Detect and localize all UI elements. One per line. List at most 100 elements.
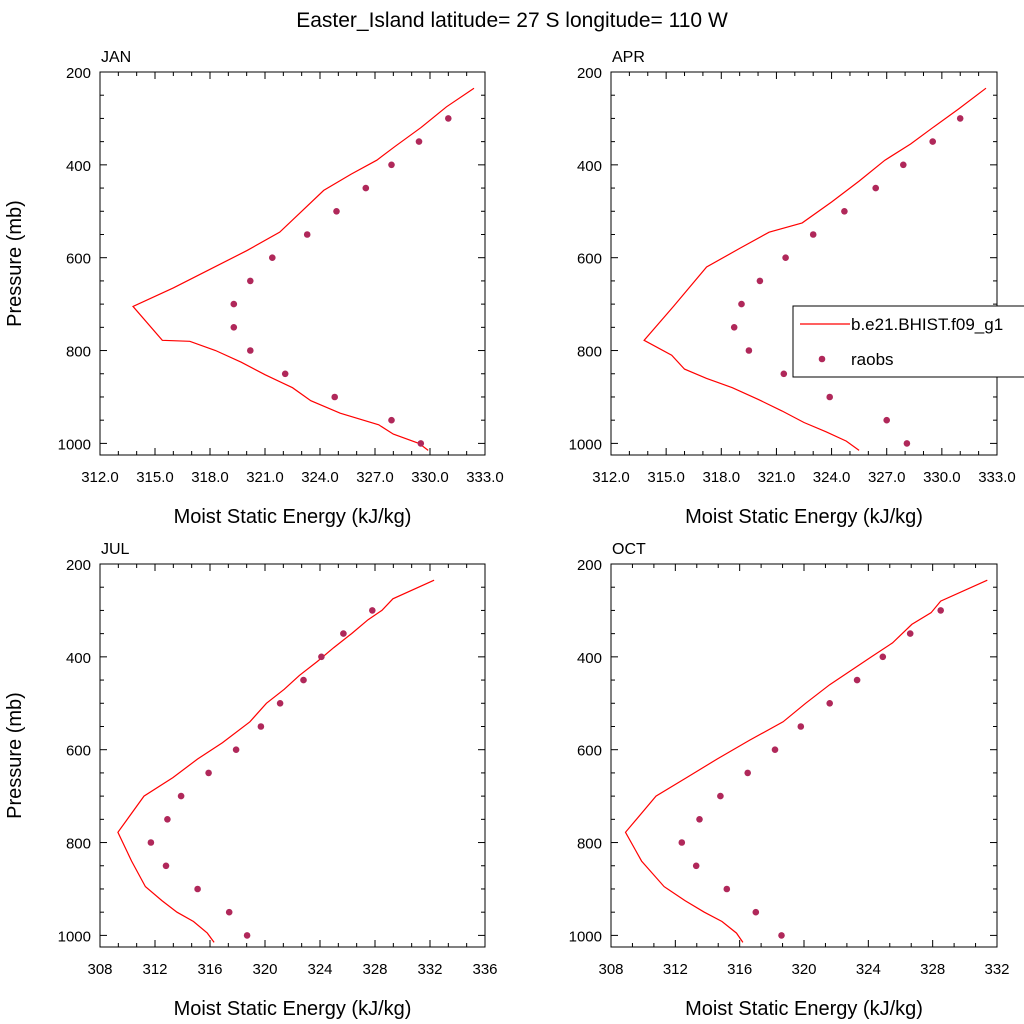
y-tick-label: 400	[66, 650, 91, 667]
y-tick-label: 200	[66, 557, 91, 574]
model-series-line	[643, 87, 987, 451]
x-axis-label: Moist Static Energy (kJ/kg)	[685, 506, 923, 528]
x-tick-label: 324	[307, 961, 332, 978]
raobs-point	[782, 254, 789, 261]
x-axis-label: Moist Static Energy (kJ/kg)	[174, 506, 412, 528]
y-tick-label: 400	[577, 650, 602, 667]
x-tick-label: 320	[791, 961, 816, 978]
model-series-line	[132, 87, 475, 451]
x-tick-label: 336	[472, 961, 497, 978]
raobs-point	[318, 653, 325, 661]
x-tick-label: 332	[984, 961, 1009, 978]
raobs-point	[230, 324, 238, 331]
y-tick-label: 200	[66, 65, 91, 82]
raobs-point	[194, 885, 201, 893]
raobs-point	[745, 347, 753, 354]
x-tick-label: 324.0	[301, 469, 339, 486]
x-tick-label: 312.0	[81, 469, 119, 486]
panel-month-label: JAN	[101, 49, 131, 66]
raobs-point	[415, 138, 423, 145]
raobs-point	[879, 653, 887, 661]
panel-month-label: OCT	[612, 541, 646, 558]
raobs-point	[164, 816, 171, 823]
panels: 312.0 315.0 318.0 321.0 324.0 327.0 330.0 333.0…	[4, 49, 1016, 1020]
y-tick-label: 600	[577, 743, 602, 760]
x-tick-label: 315.0	[136, 469, 174, 486]
y-tick-label: 400	[66, 158, 91, 175]
raobs-point	[956, 115, 964, 122]
x-tick-label: 321.0	[246, 469, 284, 486]
raobs-point	[717, 792, 724, 800]
raobs-point	[883, 416, 890, 424]
raobs-point	[303, 231, 311, 238]
x-tick-label: 328	[920, 961, 945, 978]
raobs-point	[331, 393, 339, 401]
y-tick-label: 800	[66, 836, 91, 853]
raobs-point	[417, 440, 425, 447]
x-tick-label: 328	[362, 961, 387, 978]
raobs-point	[692, 862, 700, 870]
raobs-point	[937, 607, 944, 614]
x-tick-label: 324	[856, 961, 881, 978]
raobs-point	[738, 300, 745, 308]
x-tick-label: 330.0	[923, 469, 961, 486]
raobs-point	[797, 723, 805, 730]
x-axis-label: Moist Static Energy (kJ/kg)	[685, 998, 923, 1020]
legend: b.e21.BHIST.f09_g1 raobs	[792, 305, 1024, 378]
raobs-point	[744, 769, 751, 777]
y-tick-label: 800	[66, 344, 91, 361]
x-tick-label: 321.0	[758, 469, 796, 486]
panel-month-label: JUL	[101, 541, 130, 558]
x-tick-label: 308	[87, 961, 112, 978]
raobs-point	[333, 208, 340, 215]
x-tick-label: 333.0	[978, 469, 1016, 486]
panel-month-label: APR	[612, 49, 645, 66]
plot-frame	[99, 563, 486, 948]
raobs-point	[162, 862, 170, 870]
raobs-point	[147, 839, 155, 846]
raobs-point	[230, 300, 238, 308]
legend-model-label: b.e21.BHIST.f09_g1	[851, 315, 1003, 334]
x-tick-label: 318.0	[703, 469, 741, 486]
raobs-point	[752, 908, 760, 916]
raobs-point	[826, 700, 833, 707]
raobs-point	[900, 161, 907, 169]
y-tick-label: 1000	[569, 928, 602, 945]
raobs-point	[340, 630, 347, 637]
raobs-point	[225, 908, 233, 916]
model-series-line	[117, 579, 435, 943]
panel-oct: 308 312 316 320 324 328 332 200 400 600 800 1000 OCT…	[569, 541, 1010, 1020]
x-tick-label: 330.0	[411, 469, 449, 486]
figure-title: Easter_Island latitude= 27 S longitude= …	[296, 9, 728, 32]
raobs-point	[778, 932, 785, 939]
raobs-point	[257, 723, 265, 730]
raobs-point	[730, 324, 738, 331]
raobs-point	[388, 161, 395, 169]
x-tick-label: 308	[598, 961, 623, 978]
raobs-point	[300, 676, 307, 684]
x-tick-label: 312.0	[592, 469, 630, 486]
x-axis-label: Moist Static Energy (kJ/kg)	[174, 998, 412, 1020]
raobs-point	[369, 607, 376, 614]
plot-frame	[610, 71, 998, 456]
raobs-point	[445, 115, 452, 122]
y-tick-label: 800	[577, 836, 602, 853]
raobs-point	[809, 231, 817, 238]
x-tick-label: 332	[417, 961, 442, 978]
model-series-line	[624, 579, 988, 943]
x-tick-label: 333.0	[466, 469, 504, 486]
y-tick-label: 800	[577, 344, 602, 361]
y-tick-label: 1000	[58, 436, 91, 453]
raobs-point	[232, 746, 240, 753]
x-tick-label: 312	[663, 961, 688, 978]
legend-box	[792, 305, 1024, 378]
raobs-point	[906, 630, 914, 637]
raobs-point	[247, 347, 254, 354]
plot-frame	[99, 71, 486, 456]
x-tick-label: 324.0	[813, 469, 851, 486]
raobs-point	[177, 792, 185, 800]
x-tick-label: 318.0	[191, 469, 229, 486]
y-tick-label: 600	[66, 743, 91, 760]
raobs-point	[678, 839, 686, 846]
